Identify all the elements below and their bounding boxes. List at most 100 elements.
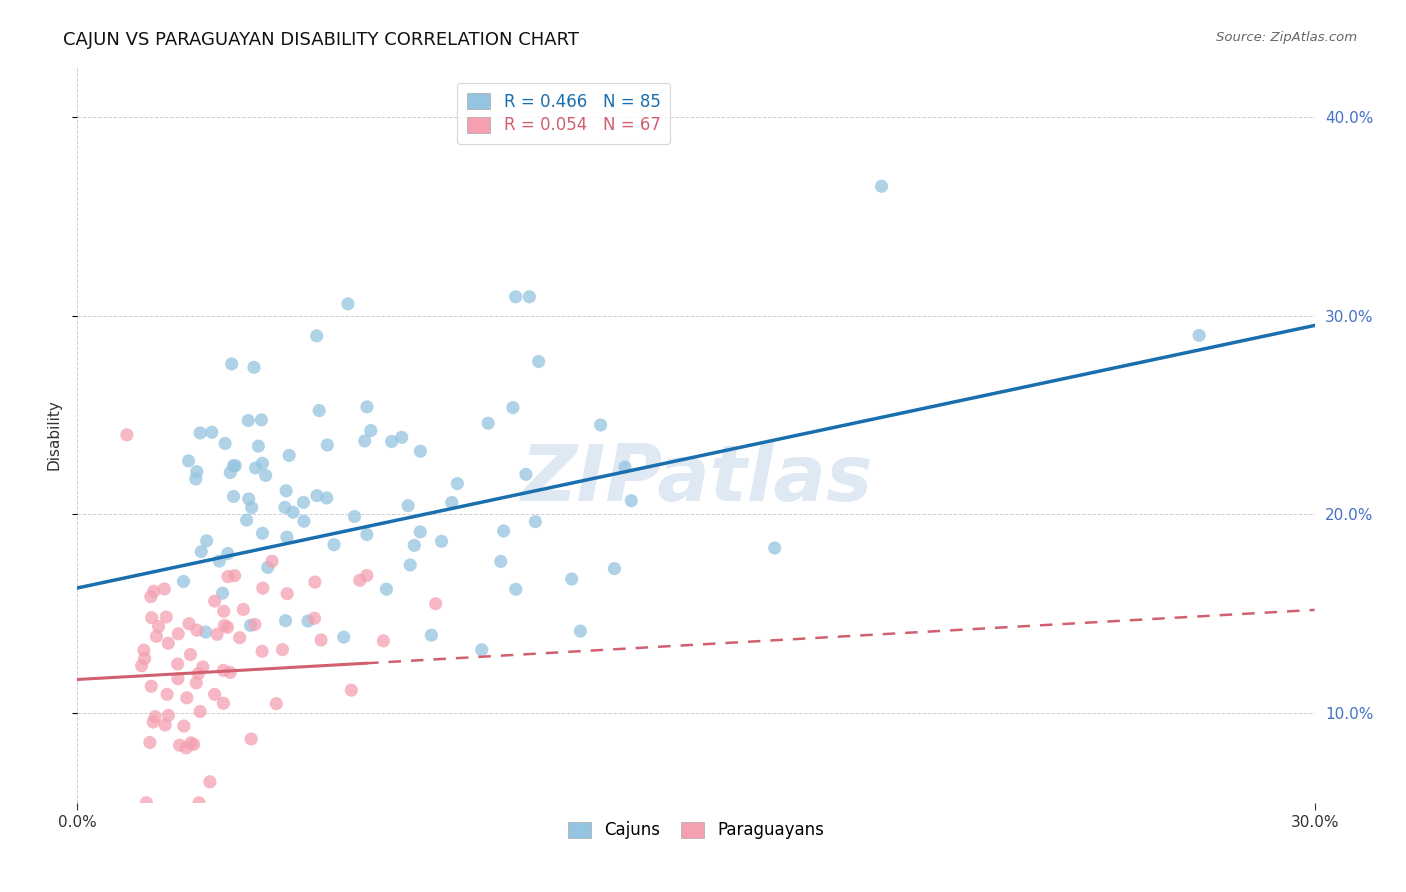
Point — [316, 438, 339, 452]
Point — [278, 449, 301, 463]
Point — [222, 490, 245, 504]
Point — [157, 636, 180, 650]
Point — [139, 590, 162, 604]
Point — [266, 697, 288, 711]
Point — [315, 491, 337, 505]
Point — [177, 454, 200, 468]
Point — [173, 574, 195, 589]
Point — [340, 683, 363, 698]
Point — [212, 663, 235, 677]
Point — [492, 524, 515, 538]
Point — [232, 602, 254, 616]
Point — [212, 604, 235, 618]
Point — [247, 439, 270, 453]
Point — [256, 560, 278, 574]
Point — [356, 568, 378, 582]
Point — [252, 456, 274, 470]
Point — [194, 625, 217, 640]
Point — [142, 584, 165, 599]
Point — [180, 736, 202, 750]
Legend: Cajuns, Paraguayans: Cajuns, Paraguayans — [561, 814, 831, 846]
Point — [186, 623, 208, 637]
Point — [305, 329, 328, 343]
Point — [561, 572, 583, 586]
Point — [396, 499, 419, 513]
Point — [183, 737, 205, 751]
Point — [613, 460, 636, 475]
Point — [343, 509, 366, 524]
Point — [409, 444, 432, 458]
Point — [198, 774, 221, 789]
Point — [409, 524, 432, 539]
Point — [252, 526, 274, 541]
Point — [224, 568, 246, 582]
Point — [184, 472, 207, 486]
Point — [186, 465, 208, 479]
Point — [240, 500, 263, 515]
Point — [569, 624, 592, 639]
Point — [153, 582, 176, 596]
Point — [132, 643, 155, 657]
Point — [360, 424, 382, 438]
Point — [176, 690, 198, 705]
Point — [250, 413, 273, 427]
Point — [517, 290, 540, 304]
Point — [131, 658, 153, 673]
Point — [145, 629, 167, 643]
Point — [190, 544, 212, 558]
Point — [404, 538, 426, 552]
Point — [208, 554, 231, 568]
Point — [292, 514, 315, 528]
Point — [353, 434, 375, 448]
Point — [870, 179, 893, 194]
Point — [217, 547, 239, 561]
Point — [222, 458, 245, 473]
Point — [292, 495, 315, 509]
Point — [188, 425, 211, 440]
Point — [505, 290, 527, 304]
Point — [201, 425, 224, 440]
Point — [135, 796, 157, 810]
Point — [276, 587, 298, 601]
Point — [156, 687, 179, 701]
Point — [205, 627, 228, 641]
Point — [274, 614, 297, 628]
Point — [471, 643, 494, 657]
Point — [763, 541, 786, 555]
Point — [166, 657, 188, 671]
Point — [276, 530, 298, 544]
Point — [375, 582, 398, 596]
Point — [332, 630, 354, 644]
Point — [142, 714, 165, 729]
Text: ZIPatlas: ZIPatlas — [520, 441, 872, 517]
Point — [148, 619, 170, 633]
Point — [260, 554, 283, 568]
Point — [304, 611, 326, 625]
Point — [356, 527, 378, 541]
Point — [323, 538, 346, 552]
Point — [174, 741, 197, 756]
Point — [179, 648, 201, 662]
Point — [188, 705, 211, 719]
Text: Source: ZipAtlas.com: Source: ZipAtlas.com — [1216, 31, 1357, 45]
Point — [217, 620, 239, 634]
Text: CAJUN VS PARAGUAYAN DISABILITY CORRELATION CHART: CAJUN VS PARAGUAYAN DISABILITY CORRELATI… — [63, 31, 579, 49]
Point — [281, 505, 304, 519]
Point — [212, 696, 235, 710]
Point — [245, 461, 267, 475]
Point — [252, 581, 274, 595]
Point — [620, 493, 643, 508]
Point — [187, 666, 209, 681]
Point — [219, 466, 242, 480]
Point — [1188, 328, 1211, 343]
Point — [308, 403, 330, 417]
Point — [224, 458, 246, 473]
Point — [524, 515, 547, 529]
Point — [153, 718, 176, 732]
Point — [143, 710, 166, 724]
Point — [502, 401, 524, 415]
Point — [219, 665, 242, 680]
Point — [243, 617, 266, 632]
Point — [155, 610, 177, 624]
Point — [239, 618, 262, 632]
